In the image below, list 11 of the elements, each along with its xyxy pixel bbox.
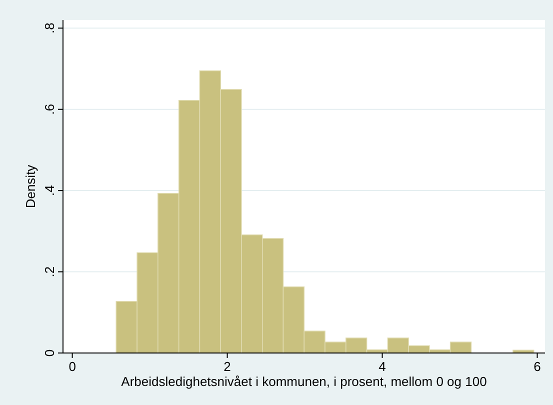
y-axis-title: Density [23,164,38,208]
y-tick-label: 0 [42,349,57,357]
y-tick-label: .4 [42,185,57,196]
x-tick-label: 0 [68,359,76,374]
x-tick-label: 2 [224,359,231,374]
y-tick-label: .6 [42,104,57,115]
y-tick-label: .8 [42,22,57,34]
y-tick-label: .2 [42,266,57,278]
x-axis-title: Arbeidsledighetsnivået i kommunen, i prosent, mellom 0 og 100 [121,374,487,389]
x-tick-label: 4 [378,359,386,374]
x-tick-label: 6 [534,359,541,374]
